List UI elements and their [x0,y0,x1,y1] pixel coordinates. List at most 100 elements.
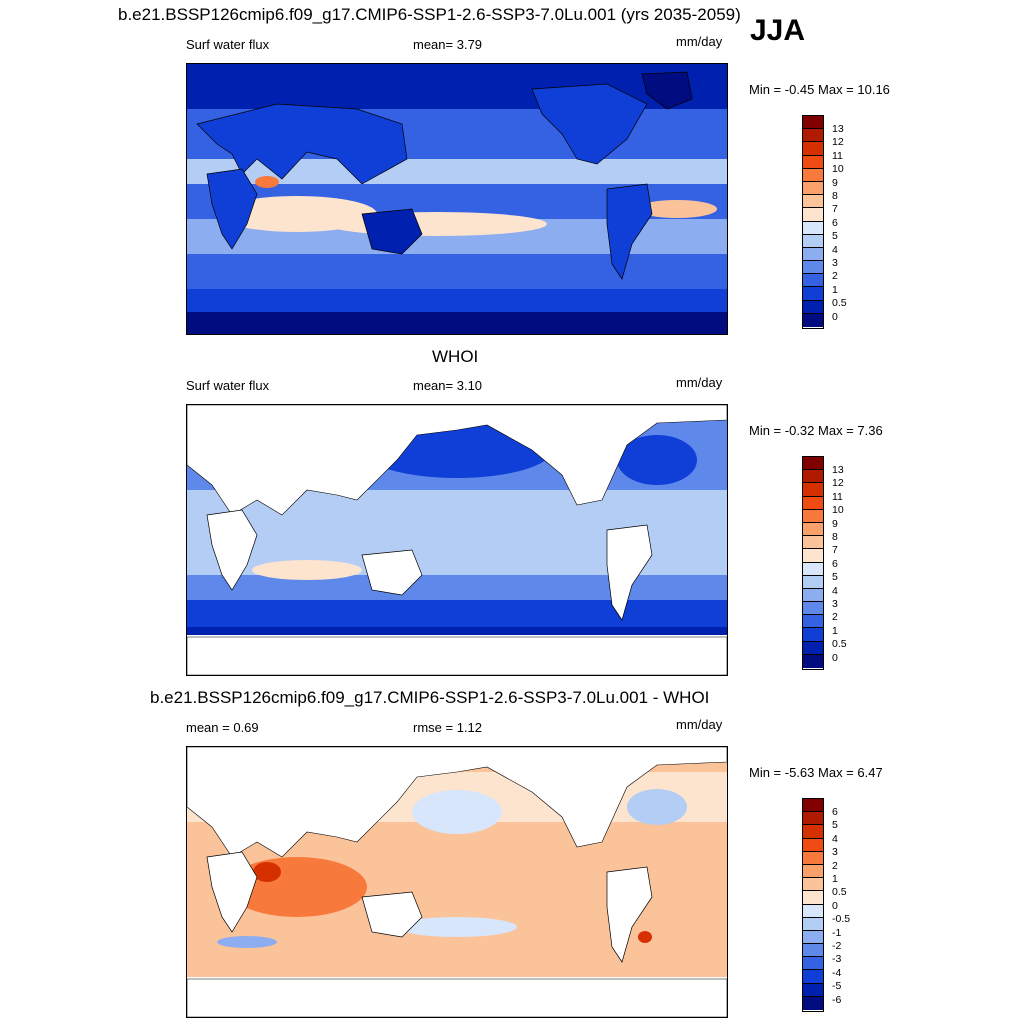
colorbar-tick-label: 6 [832,216,838,229]
colorbar-tick-label: 4 [832,243,838,256]
panel2-map [186,404,728,676]
eurasia-land [196,103,408,185]
panel1-colorbar [802,115,824,329]
antarctica-land [187,978,727,1017]
panel2-colorbar [802,456,824,670]
colorbar-swatch [803,654,823,668]
colorbar-tick-label: 0 [832,310,838,323]
colorbar-swatch [803,799,823,813]
colorbar-tick-label: -1 [832,926,842,939]
colorbar-swatch [803,944,823,958]
panel3-title: b.e21.BSSP126cmip6.f09_g17.CMIP6-SSP1-2.… [150,688,710,707]
colorbar-tick-label: 11 [832,149,843,162]
panel1-map [186,63,728,335]
colorbar-tick-label: -4 [832,966,842,979]
australia-land [361,891,423,938]
colorbar-swatch [803,957,823,971]
colorbar-tick-label: 2 [832,859,838,872]
colorbar-tick-label: 0.5 [832,886,847,899]
colorbar-swatch [803,838,823,852]
colorbar-tick-label: 4 [832,832,838,845]
colorbar-swatch [803,261,823,275]
australia-land [361,549,423,596]
north-atlantic-low [617,435,697,485]
arabian-sea-high [255,176,279,188]
panel1-units-label: mm/day [676,34,723,49]
colorbar-swatch [803,247,823,262]
colorbar-swatch [803,234,823,248]
colorbar-swatch [803,983,823,997]
panel2-minmax-label: Min = -0.32 Max = 7.36 [749,423,883,438]
colorbar-swatch [803,274,823,288]
southern-edge-band [187,627,727,635]
africa-land [206,851,258,933]
colorbar-tick-label: 9 [832,517,838,530]
colorbar-tick-label: -0.5 [832,913,851,926]
colorbar-tick-label: 2 [832,270,838,283]
colorbar-tick-label: 8 [832,190,838,202]
north-atlantic-negative [627,789,687,825]
colorbar-swatch [803,155,823,169]
panel3-mean-label: mean = 0.69 [186,720,259,735]
panel1-map-svg [187,64,727,334]
colorbar-swatch [803,615,823,629]
colorbar-swatch [803,996,823,1010]
south-atlantic-high [637,200,717,218]
colorbar-tick-label: 3 [832,846,838,859]
colorbar-tick-label: 8 [832,531,838,543]
colorbar-tick-label: 10 [832,163,844,176]
south-america-land [606,866,653,963]
northern-landmass [187,747,727,858]
colorbar-tick-label: 4 [832,584,838,597]
colorbar-tick-label: 7 [832,203,838,216]
colorbar-swatch [803,208,823,222]
north-america-land [531,83,648,165]
colorbar-tick-label: 1 [832,283,838,296]
colorbar-tick-label: 3 [832,257,838,269]
colorbar-swatch [803,628,823,642]
colorbar-tick-label: 11 [832,490,843,503]
panel2-variable-label: Surf water flux [186,378,270,393]
northern-landmass [187,405,727,516]
antarctic-band [187,312,727,334]
colorbar-swatch [803,536,823,550]
south-pacific-high [327,212,547,236]
colorbar-tick-label: 12 [832,477,844,490]
colorbar-swatch [803,602,823,616]
colorbar-swatch [803,891,823,905]
panel3-rmse-label: rmse = 1.12 [413,720,483,735]
panel1-variable-label: Surf water flux [186,37,270,52]
panel2-map-svg [187,405,727,675]
colorbar-swatch [803,851,823,865]
somali-coast-positive [253,862,281,882]
colorbar-swatch [803,930,823,945]
colorbar-tick-label: 0.5 [832,297,847,310]
australia-land [361,208,423,255]
panel3-minmax-label: Min = -5.63 Max = 6.47 [749,765,883,780]
colorbar-swatch [803,641,823,655]
colorbar-tick-label: 1 [832,873,838,885]
panel1-minmax-label: Min = -0.45 Max = 10.16 [749,82,890,97]
season-label: JJA [750,14,806,47]
colorbar-tick-label: 13 [832,123,844,135]
colorbar-swatch [803,522,823,537]
colorbar-swatch [803,904,823,918]
colorbar-tick-label: 12 [832,136,844,149]
south-indian-negative [217,936,277,948]
colorbar-swatch [803,142,823,156]
panel3-colorbar [802,798,824,1012]
colorbar-swatch [803,181,823,196]
greenland-land [641,71,693,110]
colorbar-tick-label: 1 [832,624,838,637]
south-america-land [606,183,653,280]
africa-land [206,168,258,250]
colorbar-tick-label: 5 [832,230,838,243]
colorbar-swatch [803,562,823,576]
colorbar-tick-label: -2 [832,940,842,952]
colorbar-tick-label: 6 [832,557,838,570]
colorbar-swatch [803,300,823,314]
colorbar-swatch [803,970,823,984]
panel3-units-label: mm/day [676,717,723,732]
panel2-units-label: mm/day [676,375,723,390]
colorbar-tick-label: -5 [832,980,842,993]
